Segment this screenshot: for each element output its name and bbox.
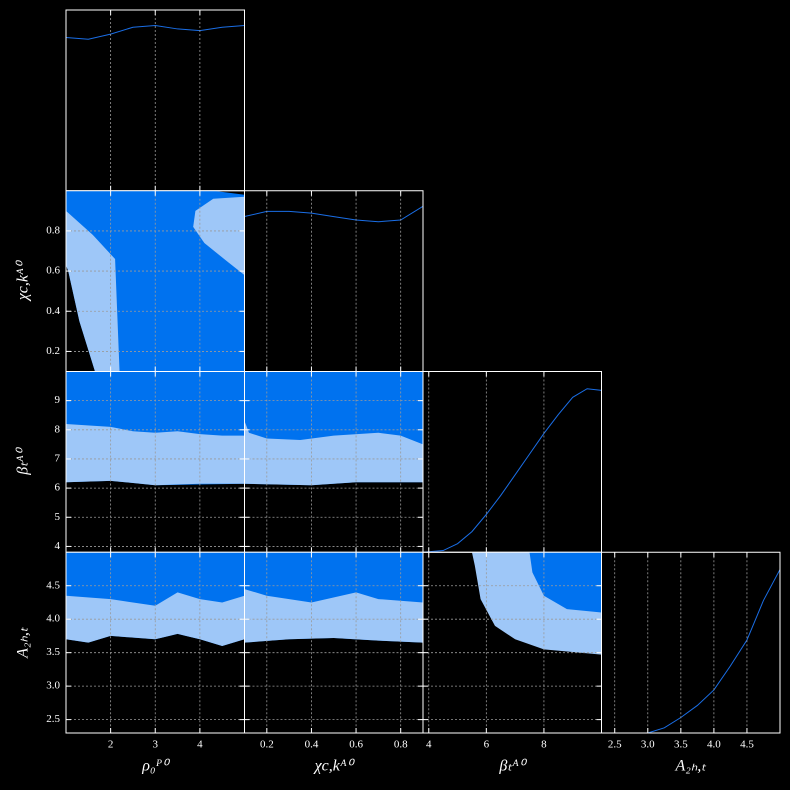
panel xyxy=(65,371,245,553)
y-tick-label: 4.0 xyxy=(46,613,60,625)
density-line xyxy=(601,569,780,733)
contour-region xyxy=(66,210,120,372)
plot-area xyxy=(66,190,245,372)
panel-frame xyxy=(244,190,424,372)
density-line xyxy=(66,24,245,40)
y-tick-label: 0.6 xyxy=(46,265,60,277)
plot-area xyxy=(601,552,780,733)
panel xyxy=(65,551,245,734)
x-tick-label: 3.5 xyxy=(674,739,688,751)
x-tick-label: 4 xyxy=(426,739,432,751)
y-axis-label: A₂ₕ,ₜ xyxy=(15,627,32,659)
x-tick-label: 0.8 xyxy=(394,739,408,751)
x-tick-label: 8 xyxy=(541,739,547,751)
y-tick-label: 6 xyxy=(55,482,61,494)
y-tick-label: 2.5 xyxy=(46,713,60,725)
contour-region xyxy=(529,552,602,613)
y-tick-label: 9 xyxy=(55,394,61,406)
density-line xyxy=(423,388,602,553)
contour-region xyxy=(193,196,245,276)
contour-region xyxy=(66,423,245,486)
contour-region xyxy=(244,421,423,486)
x-tick-label: 4.0 xyxy=(707,739,721,751)
plot-area xyxy=(423,371,602,553)
contour-region xyxy=(244,589,423,643)
panel xyxy=(244,551,424,734)
plot-area xyxy=(244,190,423,372)
panel xyxy=(244,371,424,553)
panel xyxy=(422,371,602,553)
x-axis-label: χc,kᴬ⁰ xyxy=(313,758,356,775)
panel xyxy=(601,551,781,734)
y-tick-label: 4.5 xyxy=(46,579,60,591)
x-tick-label: 0.6 xyxy=(349,739,363,751)
x-tick-label: 0.4 xyxy=(305,739,319,751)
plot-area xyxy=(66,552,245,733)
y-tick-label: 0.8 xyxy=(46,224,60,236)
panel xyxy=(65,190,245,372)
x-tick-label: 4 xyxy=(197,739,203,751)
y-tick-label: 3.0 xyxy=(46,680,60,692)
plot-area xyxy=(244,552,423,733)
x-axis-label: ρ₀ᴾ⁰ xyxy=(141,758,170,775)
panel xyxy=(65,9,245,192)
y-tick-label: 5 xyxy=(55,511,61,523)
panel-frame xyxy=(422,371,602,553)
x-tick-label: 2 xyxy=(108,739,114,751)
panel xyxy=(244,190,424,372)
y-axis-label: βₜᴬ⁰ xyxy=(15,446,32,475)
y-tick-label: 8 xyxy=(55,423,61,435)
x-axis-label: βₜᴬ⁰ xyxy=(498,758,527,775)
y-tick-label: 4 xyxy=(55,540,61,552)
plot-area xyxy=(66,371,245,553)
panel-frame xyxy=(601,551,781,734)
x-axis-label: A₂ₕ,ₜ xyxy=(674,758,706,775)
x-tick-label: 3 xyxy=(153,739,159,751)
x-tick-label: 0.2 xyxy=(260,739,274,751)
x-tick-label: 3.0 xyxy=(641,739,655,751)
y-axis-label: χc,kᴬ⁰ xyxy=(15,259,32,302)
plot-area xyxy=(66,10,245,191)
x-tick-label: 4.5 xyxy=(740,739,754,751)
plot-area xyxy=(244,371,423,553)
plot-area xyxy=(423,552,602,733)
y-tick-label: 7 xyxy=(55,452,61,464)
x-tick-label: 2.5 xyxy=(608,739,622,751)
y-tick-label: 0.2 xyxy=(46,345,60,357)
y-tick-label: 0.4 xyxy=(46,305,60,317)
density-line xyxy=(244,205,423,223)
x-tick-label: 6 xyxy=(484,739,490,751)
y-tick-label: 3.5 xyxy=(46,646,60,658)
panel xyxy=(422,551,602,734)
